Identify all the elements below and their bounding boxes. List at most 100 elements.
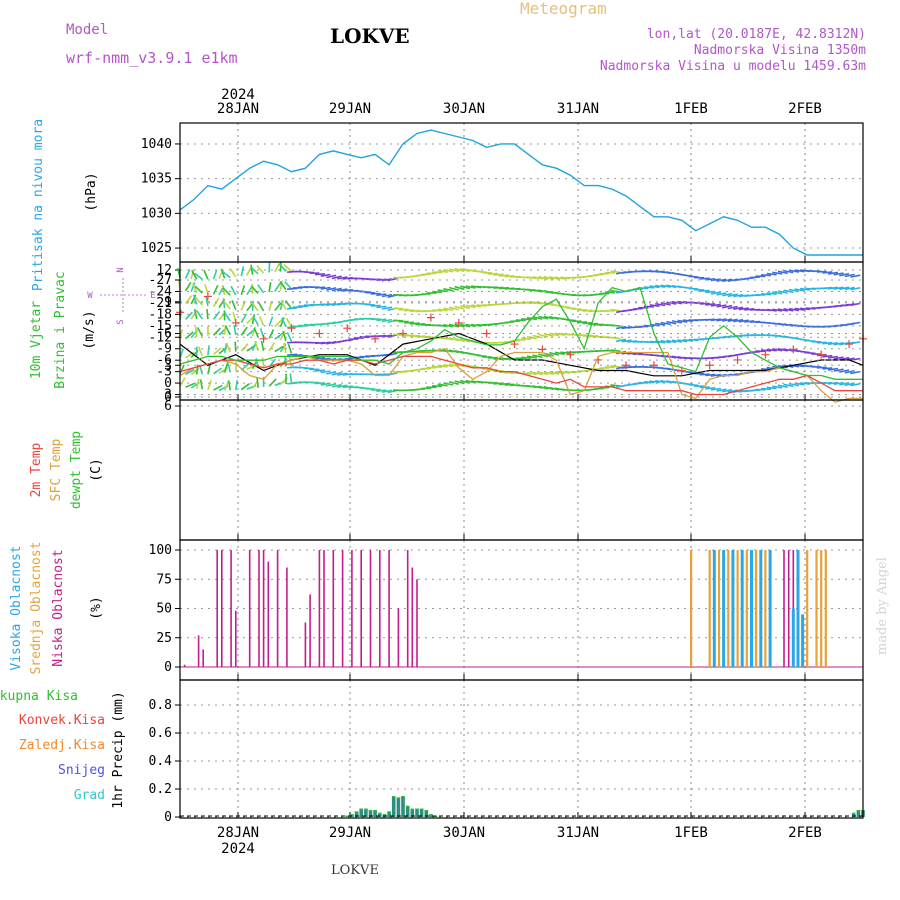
model-elevation-label: Nadmorska Visina u modelu 1459.63m [600,59,866,74]
y-tick-label: 50 [156,602,172,617]
wind-barb [381,306,393,310]
wind-barb [223,380,230,391]
low-cloud-ylabel: Niska Oblacnost [51,549,66,666]
wind-barb [844,286,855,291]
wind-barb [196,327,204,337]
gust-marker [705,361,714,370]
precip-bar-top [382,814,387,816]
wind-barb [655,379,666,384]
precip-bar-top [345,815,350,817]
y-tick-label: 6 [164,399,172,414]
wind-barb [454,323,465,328]
wind-barb [257,301,265,312]
wind-barb [655,302,666,307]
wind-barb [314,357,326,360]
wind-barb [498,274,510,277]
wind-barb [326,287,337,291]
bottom-date-4: 1FEB [674,825,708,841]
product-title: Meteogram [520,0,607,18]
y-tick-label: -9 [156,342,172,357]
wind-barb [314,369,326,372]
wind-barb [766,308,777,312]
precip-bar [396,797,401,817]
wind-barb [649,304,660,307]
wind-barb [268,342,276,352]
gust-marker [203,292,212,301]
wind-barb [660,379,671,384]
wind-barb [195,378,200,389]
wind-barb [554,276,565,280]
wind-barb [221,270,231,279]
wind-barb [827,271,839,275]
panel-frame [179,679,864,819]
y-tick-label: 1035 [141,172,172,187]
wind-barb [699,289,710,292]
wind-barb [465,285,476,289]
wind-barb [526,371,537,376]
wind-barb [194,327,198,338]
wind-barb [253,327,259,338]
wind-barb [783,308,794,312]
wind-barb [839,341,850,346]
wind-barb [722,292,733,297]
wind-barb [532,371,543,376]
wind-barb [543,386,554,391]
panel-4: 0 0.2 0.4 0.6 0.8 [149,680,865,825]
wind-barb [660,339,671,344]
wind-barb [777,270,788,275]
wind-barb [593,273,604,276]
wind-barb [437,324,448,328]
wind-barb [565,307,576,310]
wind-barb [850,370,861,375]
wind-barb [655,322,666,326]
wind-ylabel-2: Brzina i Pravac [53,271,68,388]
wind-barb [538,371,549,376]
wind-barb [682,319,694,323]
wind-barb [733,306,744,310]
wind-barb [230,285,237,296]
compass-e: E [150,291,155,301]
wind-barb [287,307,298,310]
wind-barb [588,322,599,326]
wind-barb [207,380,212,391]
wind-barb [833,342,844,346]
wind-barb [744,308,755,311]
wind-barb [222,287,231,296]
top-date-3: 31JAN [557,101,599,117]
top-date-4: 1FEB [674,101,708,117]
wind-barb [213,384,223,391]
wind-barb [268,329,275,339]
wind-barb [710,387,721,391]
wind-barb [195,364,199,375]
wind-barb [212,311,221,320]
wind-barb [251,300,254,311]
precip-legend-total: Ukupna Kisa [0,689,78,704]
wind-barb [766,386,777,390]
y-tick-label: -18 [149,307,172,322]
precip-bar [419,808,424,817]
wind-barb [582,321,593,325]
wind-barb [460,285,471,290]
wind-barb [833,356,844,360]
wind-barb [850,341,861,345]
wind-barb [213,367,223,375]
precip-legend-conv: Konvek.Kisa [19,713,105,728]
panel-3: 0 25 50 75 100 [149,540,863,680]
wind-barb [448,286,459,291]
wind-barb [777,348,788,352]
wind-barb [521,356,532,359]
wind-barb [777,384,788,388]
wind-barb [342,288,353,292]
wind-barb [760,293,772,296]
bottom-year-label: 2024 [221,841,255,857]
wind-barb [538,333,549,338]
wind-barb [191,282,198,293]
wind-barb [493,273,504,276]
wind-barb [844,273,855,278]
wind-barb [331,371,342,376]
gust-marker [622,361,631,370]
wind-barb [554,332,565,336]
precip-bar [410,808,415,817]
wind-barb [359,355,370,358]
